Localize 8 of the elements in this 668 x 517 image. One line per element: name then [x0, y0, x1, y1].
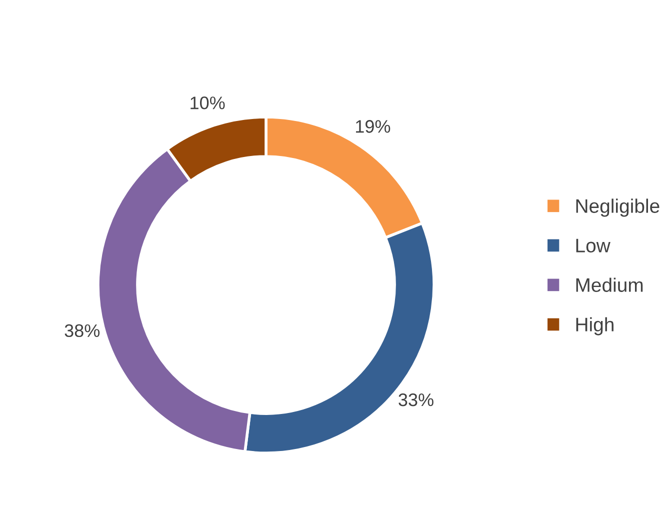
data-label: 33% — [398, 393, 434, 406]
legend-label: High — [576, 317, 614, 336]
legend-label: Negligible — [576, 198, 660, 217]
legend-label: Low — [576, 238, 610, 252]
data-label: 38% — [64, 324, 100, 338]
legend-label: Medium — [576, 278, 643, 292]
data-label: 10% — [190, 96, 225, 110]
data-label: 19% — [356, 120, 390, 133]
